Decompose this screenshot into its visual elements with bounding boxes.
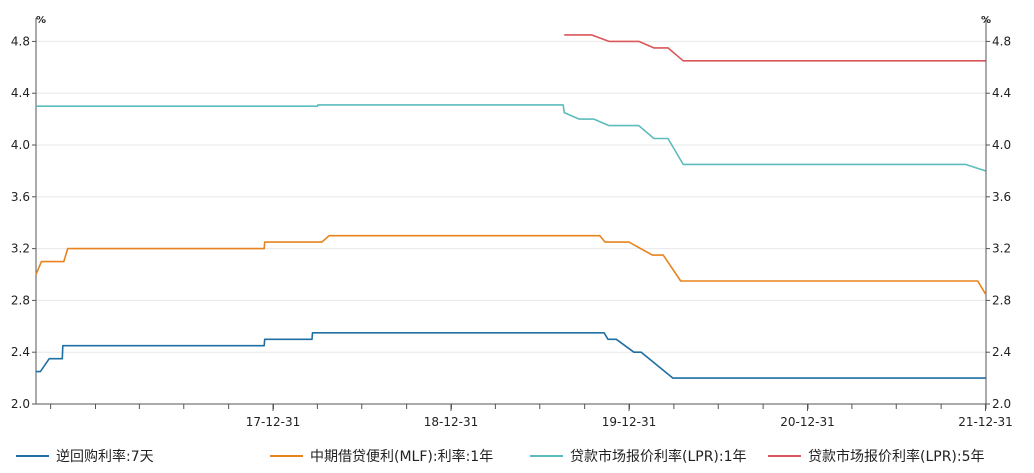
y-tick-label-right: 4.8 xyxy=(992,34,1011,48)
chart-legend: 逆回购利率:7天 中期借贷便利(MLF):利率:1年 贷款市场报价利率(LPR):1… xyxy=(0,438,1034,472)
grid-lines xyxy=(36,40,986,405)
left-unit-label: % xyxy=(36,15,46,26)
series-line-4 xyxy=(564,34,986,62)
series-line-3 xyxy=(36,104,986,172)
right-unit-label: % xyxy=(981,15,991,26)
line-chart: 2.0 2.0 2.4 2.4 2.8 2.8 3.2 3.2 3.6 3.6 4.0 4.0 4.4 4… xyxy=(11,15,1013,429)
y-tick-label-left: 2.8 xyxy=(11,293,30,307)
series-line-2 xyxy=(35,234,987,295)
legend-item-1: 逆回购利率:7天 xyxy=(16,446,154,466)
y-tick-label-left: 2.0 xyxy=(11,397,30,411)
legend-swatch xyxy=(270,455,303,457)
y-tick-label-right: 3.6 xyxy=(992,190,1011,204)
y-tick-label-left: 2.4 xyxy=(11,345,30,359)
legend-label: 中期借贷便利(MLF):利率:1年 xyxy=(310,449,494,465)
y-tick-label-right: 3.2 xyxy=(992,242,1011,256)
axes: 2.0 2.0 2.4 2.4 2.8 2.8 3.2 3.2 3.6 3.6 4.0 4.0 4.4 4… xyxy=(11,18,1013,429)
series-line-1 xyxy=(36,332,986,379)
y-tick-label-left: 4.8 xyxy=(11,34,30,48)
legend-swatch xyxy=(530,455,563,457)
x-tick-label: 19-12-31 xyxy=(602,415,656,429)
legend-label: 贷款市场报价利率(LPR):5年 xyxy=(808,449,985,465)
legend-item-3: 贷款市场报价利率(LPR):1年 xyxy=(530,446,747,466)
y-tick-label-right: 4.4 xyxy=(992,86,1011,100)
y-tick-label-right: 2.8 xyxy=(992,293,1011,307)
series-lines xyxy=(35,34,987,379)
legend-item-4: 贷款市场报价利率(LPR):5年 xyxy=(768,446,985,466)
y-tick-label-right: 2.4 xyxy=(992,345,1011,359)
x-tick-label: 20-12-31 xyxy=(780,415,834,429)
x-tick-label: 21-12-31 xyxy=(958,415,1012,429)
legend-label: 贷款市场报价利率(LPR):1年 xyxy=(570,449,747,465)
y-tick-label-left: 3.6 xyxy=(11,190,30,204)
x-tick-label: 17-12-31 xyxy=(246,415,300,429)
legend-swatch xyxy=(16,455,49,457)
legend-swatch xyxy=(768,455,801,457)
x-tick-label: 18-12-31 xyxy=(424,415,478,429)
y-tick-label-right: 2.0 xyxy=(992,397,1011,411)
y-tick-label-left: 3.2 xyxy=(11,242,30,256)
y-tick-label-left: 4.0 xyxy=(11,138,30,152)
legend-label: 逆回购利率:7天 xyxy=(56,449,154,465)
y-tick-label-left: 4.4 xyxy=(11,86,30,100)
y-tick-label-right: 4.0 xyxy=(992,138,1011,152)
legend-item-2: 中期借贷便利(MLF):利率:1年 xyxy=(270,446,493,466)
